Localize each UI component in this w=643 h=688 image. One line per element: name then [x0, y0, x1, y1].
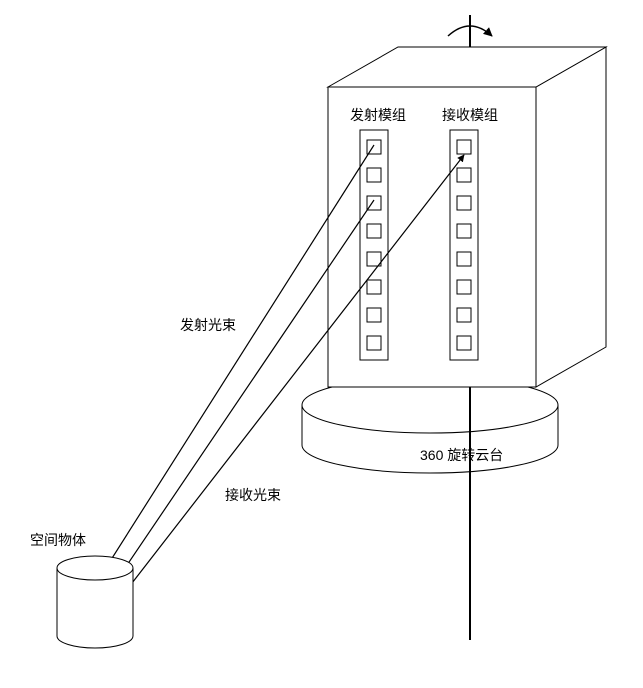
- tx-module-column-cell: [367, 308, 381, 322]
- tx-module-column-cell: [367, 280, 381, 294]
- turntable-label: 360 旋转云台: [420, 447, 503, 463]
- tx-module-column-cell: [367, 168, 381, 182]
- rx-module-column-cell: [457, 336, 471, 350]
- object-cylinder-top: [57, 556, 133, 580]
- rx-module-column: [450, 130, 478, 360]
- tx-module-label: 发射模组: [350, 107, 406, 123]
- tx-module-column-cell: [367, 224, 381, 238]
- rx-module-column-cell: [457, 308, 471, 322]
- rx-module-column-cell: [457, 224, 471, 238]
- rx-module-column-cell: [457, 140, 471, 154]
- device-box-side: [536, 47, 606, 387]
- rx-beam-label: 接收光束: [225, 487, 281, 503]
- device-box-front: [328, 87, 536, 387]
- rx-module-column-cell: [457, 168, 471, 182]
- rx-module-label: 接收模组: [442, 107, 498, 123]
- lidar-schematic-diagram: 发射模组 接收模组发射光束接收光束空间物体 360 旋转云台: [0, 0, 643, 688]
- tx-module-column: [360, 130, 388, 360]
- tx-module-column-cell: [367, 336, 381, 350]
- tx-beam-label: 发射光束: [180, 317, 236, 333]
- rx-module-column-cell: [457, 280, 471, 294]
- rx-module-column-cell: [457, 252, 471, 266]
- object-label: 空间物体: [30, 532, 86, 548]
- rx-module-column-cell: [457, 196, 471, 210]
